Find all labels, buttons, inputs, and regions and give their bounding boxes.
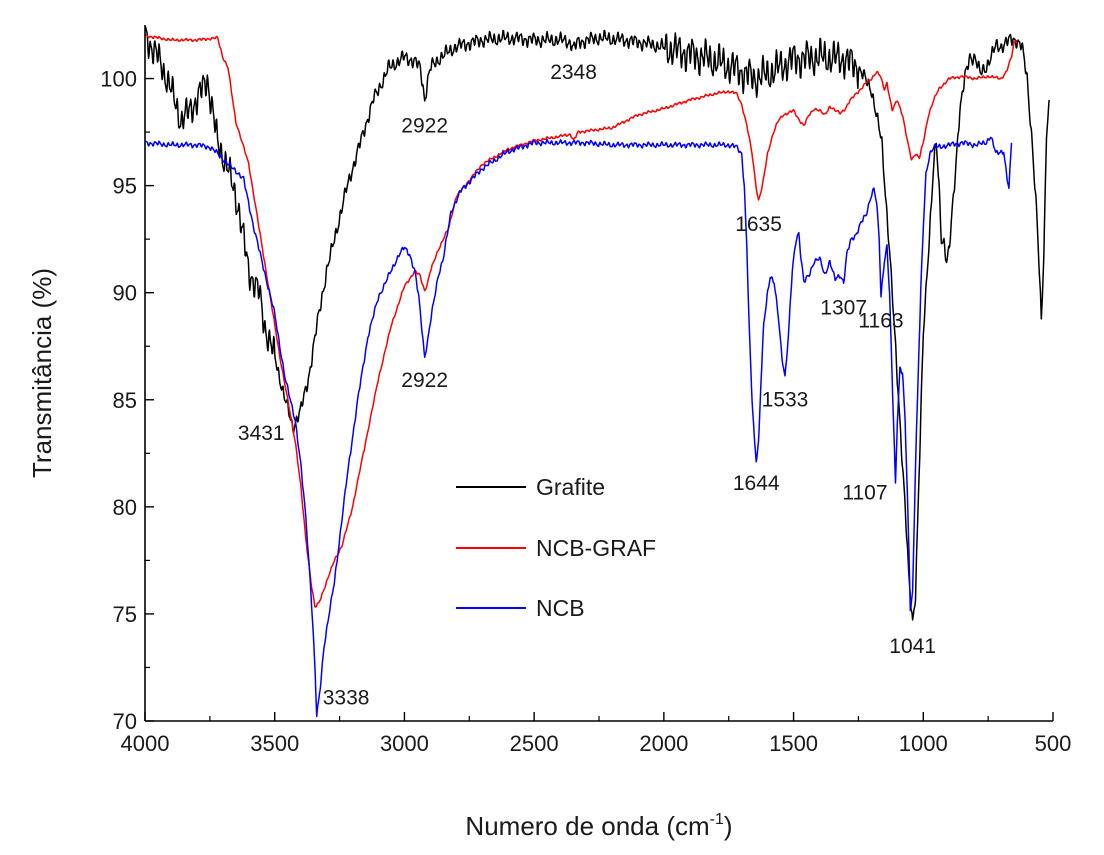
- x-tick-label: 3500: [250, 731, 299, 756]
- x-axis-title-superscript: -1: [710, 811, 724, 828]
- x-axis-title-text: Numero de onda (cm: [465, 811, 709, 841]
- x-tick-label: 2500: [510, 731, 559, 756]
- x-tick-label: 4000: [121, 731, 170, 756]
- peak-label: 1533: [762, 388, 809, 411]
- x-tick-label: 500: [1035, 731, 1072, 756]
- peak-label: 2922: [401, 114, 448, 137]
- y-axis-title: Transmitância (%): [27, 268, 57, 478]
- legend-label: Grafite: [536, 474, 605, 500]
- series-layer: [145, 25, 1050, 718]
- peak-label: 1635: [735, 213, 782, 236]
- x-axis-title-close: ): [724, 811, 733, 841]
- y-tick-label: 80: [113, 495, 137, 520]
- peak-label: 2922: [401, 369, 448, 392]
- axes-layer: 4000 3500 3000 2500 2000 1500 1000 500 70 75 80 85 9…: [100, 25, 1071, 756]
- x-tick-label: 2000: [639, 731, 688, 756]
- series-line-ncb: [145, 136, 1013, 718]
- y-tick-label: 85: [113, 388, 137, 413]
- peak-label: 1644: [733, 472, 780, 495]
- x-tick-label: 1500: [769, 731, 818, 756]
- peak-label: 2348: [550, 61, 597, 84]
- legend: Grafite NCB-GRAF NCB: [456, 474, 656, 621]
- peak-label: 3431: [238, 422, 285, 445]
- peak-label: 3338: [323, 687, 370, 710]
- peak-label: 1041: [889, 635, 936, 658]
- y-tick-label: 95: [113, 174, 137, 199]
- y-tick-label: 70: [113, 709, 137, 734]
- x-tick-label: 3000: [380, 731, 429, 756]
- legend-label: NCB: [536, 595, 585, 621]
- series-line-ncb-graf: [145, 34, 1018, 608]
- peak-label: 1307: [820, 296, 867, 319]
- y-tick-label: 75: [113, 602, 137, 627]
- y-tick-label: 100: [100, 67, 137, 92]
- peak-label: 1107: [842, 482, 887, 505]
- x-axis-title: Numero de onda (cm-1): [465, 811, 732, 841]
- y-tick-label: 90: [113, 281, 137, 306]
- peak-label: 1163: [858, 309, 903, 332]
- legend-label: NCB-GRAF: [536, 535, 656, 561]
- x-tick-label: 1000: [899, 731, 948, 756]
